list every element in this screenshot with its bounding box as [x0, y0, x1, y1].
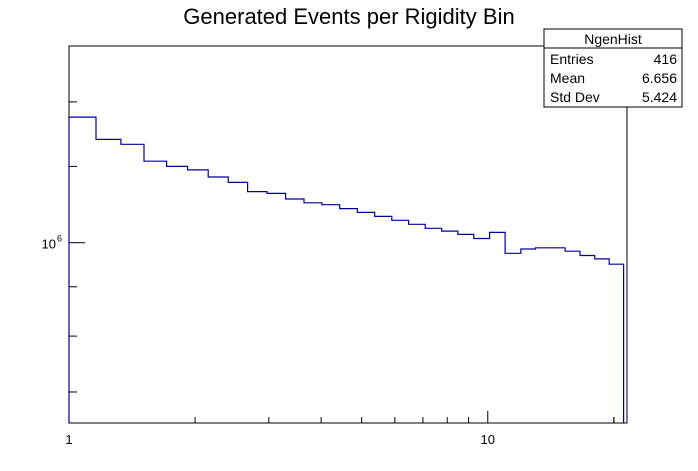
stats-entries-value: 416	[654, 51, 678, 67]
y-tick-label-exponent: 6	[57, 234, 62, 244]
y-tick-label-1e6: 10 6	[42, 234, 62, 252]
stats-stddev-label: Std Dev	[550, 89, 600, 105]
x-tick-label-1: 1	[65, 432, 72, 447]
stats-box-frame	[543, 28, 683, 108]
chart-title: Generated Events per Rigidity Bin	[183, 4, 514, 29]
y-axis-ticks	[69, 101, 85, 393]
stats-entries-label: Entries	[550, 51, 594, 67]
x-tick-label-10: 10	[481, 432, 495, 447]
x-axis-ticks	[68, 411, 615, 423]
stats-stddev-value: 5.424	[642, 89, 677, 105]
stats-mean-value: 6.656	[642, 70, 677, 86]
histogram-series	[68, 116, 625, 423]
y-tick-label-base: 10	[42, 237, 56, 252]
plot-frame	[68, 45, 628, 424]
stats-box: NgenHist Entries 416 Mean 6.656 Std Dev …	[543, 28, 683, 108]
stats-title: NgenHist	[584, 31, 642, 47]
stats-mean-label: Mean	[550, 70, 585, 86]
